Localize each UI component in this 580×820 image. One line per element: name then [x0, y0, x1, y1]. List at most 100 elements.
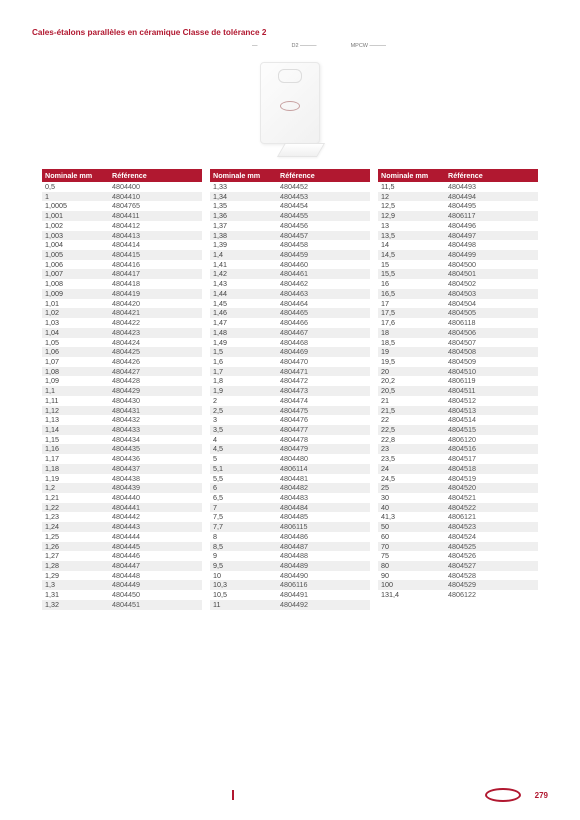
cell-nominale: 1,6 [210, 357, 276, 367]
cell-nominale: 7,5 [210, 512, 276, 522]
table-row: 1,0094804419 [42, 289, 202, 299]
cell-nominale: 1 [42, 192, 108, 202]
cell-nominale: 1,11 [42, 396, 108, 406]
product-box-illustration [260, 62, 320, 144]
cell-reference: 4804400 [108, 182, 202, 192]
table-row: 404804522 [378, 503, 538, 513]
cell-reference: 4804452 [276, 182, 370, 192]
cell-reference: 4804478 [276, 435, 370, 445]
cell-reference: 4804447 [108, 561, 202, 571]
cell-nominale: 1,3 [42, 580, 108, 590]
cell-reference: 4804487 [276, 542, 370, 552]
cell-nominale: 2 [210, 396, 276, 406]
cell-reference: 4804501 [444, 269, 538, 279]
cell-nominale: 9 [210, 551, 276, 561]
cell-nominale: 1,09 [42, 376, 108, 386]
table-row: 5,54804481 [210, 474, 370, 484]
cell-nominale: 1,03 [42, 318, 108, 328]
cell-reference: 4804505 [444, 308, 538, 318]
cell-reference: 4804418 [108, 279, 202, 289]
cell-reference: 4804465 [276, 308, 370, 318]
table-row: 4,54804479 [210, 444, 370, 454]
cell-nominale: 10,5 [210, 590, 276, 600]
cell-nominale: 14,5 [378, 250, 444, 260]
table-row: 104804490 [210, 571, 370, 581]
cell-nominale: 1,08 [42, 367, 108, 377]
cell-reference: 4804413 [108, 231, 202, 241]
cell-reference: 4804471 [276, 367, 370, 377]
cell-nominale: 2,5 [210, 406, 276, 416]
cell-reference: 4804474 [276, 396, 370, 406]
cell-nominale: 1,19 [42, 474, 108, 484]
cell-reference: 4804456 [276, 221, 370, 231]
table-row: 1,0014804411 [42, 211, 202, 221]
cell-reference: 4804410 [108, 192, 202, 202]
cell-nominale: 0,5 [42, 182, 108, 192]
table-row: 17,64806118 [378, 318, 538, 328]
table-row: 504804523 [378, 522, 538, 532]
cell-nominale: 10 [210, 571, 276, 581]
table-row: 1,214804440 [42, 493, 202, 503]
cell-nominale: 1,009 [42, 289, 108, 299]
cell-nominale: 1,17 [42, 454, 108, 464]
cell-reference: 4804449 [108, 580, 202, 590]
cell-reference: 4804522 [444, 503, 538, 513]
cell-nominale: 1,007 [42, 269, 108, 279]
table-col-1: Nominale mmRéférence0,54804400148044101,… [42, 169, 202, 610]
cell-reference: 4804468 [276, 338, 370, 348]
cell-reference: 4804467 [276, 328, 370, 338]
cell-reference: 4804460 [276, 260, 370, 270]
table-row: 1004804529 [378, 580, 538, 590]
table-row: 74804484 [210, 503, 370, 513]
cell-nominale: 70 [378, 542, 444, 552]
table-row: 7,54804485 [210, 512, 370, 522]
cell-reference: 4804485 [276, 512, 370, 522]
table-row: 41,34806121 [378, 512, 538, 522]
cell-reference: 4804463 [276, 289, 370, 299]
cell-nominale: 19 [378, 347, 444, 357]
table-row: 1,0074804417 [42, 269, 202, 279]
table-row: 1,0064804416 [42, 260, 202, 270]
cell-nominale: 1,005 [42, 250, 108, 260]
table-row: 54804480 [210, 454, 370, 464]
table-row: 22,54804515 [378, 425, 538, 435]
cell-nominale: 17 [378, 299, 444, 309]
cell-nominale: 23 [378, 444, 444, 454]
cell-reference: 4804412 [108, 221, 202, 231]
cell-nominale: 1,42 [210, 269, 276, 279]
footer-oval-icon [485, 788, 521, 802]
cell-reference: 4804411 [108, 211, 202, 221]
table-row: 1,114804430 [42, 396, 202, 406]
table-col-3: Nominale mmRéférence11,54804493124804494… [378, 169, 538, 610]
cell-reference: 4804480 [276, 454, 370, 464]
cell-nominale: 12 [378, 192, 444, 202]
cell-nominale: 1,41 [210, 260, 276, 270]
cell-reference: 4804440 [108, 493, 202, 503]
cell-reference: 4804521 [444, 493, 538, 503]
table-row: 12,94806117 [378, 211, 538, 221]
col-header-reference: Référence [444, 171, 538, 180]
table-row: 5,14806114 [210, 464, 370, 474]
table-row: 1,294804448 [42, 571, 202, 581]
table-row: 604804524 [378, 532, 538, 542]
cell-reference: 4804484 [276, 503, 370, 513]
cell-reference: 4804455 [276, 211, 370, 221]
table-row: 1,134804432 [42, 415, 202, 425]
cell-reference: 4804464 [276, 299, 370, 309]
hero-caption: D2 ——— [292, 43, 317, 49]
table-row: 1,254804444 [42, 532, 202, 542]
table-row: 804804527 [378, 561, 538, 571]
table-row: 1,74804471 [210, 367, 370, 377]
cell-nominale: 15 [378, 260, 444, 270]
cell-nominale: 3 [210, 415, 276, 425]
cell-nominale: 1,47 [210, 318, 276, 328]
table-row: 1,354804454 [210, 201, 370, 211]
table-row: 64804482 [210, 483, 370, 493]
table-row: 1,0054804415 [42, 250, 202, 260]
cell-reference: 4804431 [108, 406, 202, 416]
table-row: 6,54804483 [210, 493, 370, 503]
table-row: 154804500 [378, 260, 538, 270]
cell-reference: 4804489 [276, 561, 370, 571]
cell-reference: 4804458 [276, 240, 370, 250]
table-header: Nominale mmRéférence [210, 169, 370, 182]
